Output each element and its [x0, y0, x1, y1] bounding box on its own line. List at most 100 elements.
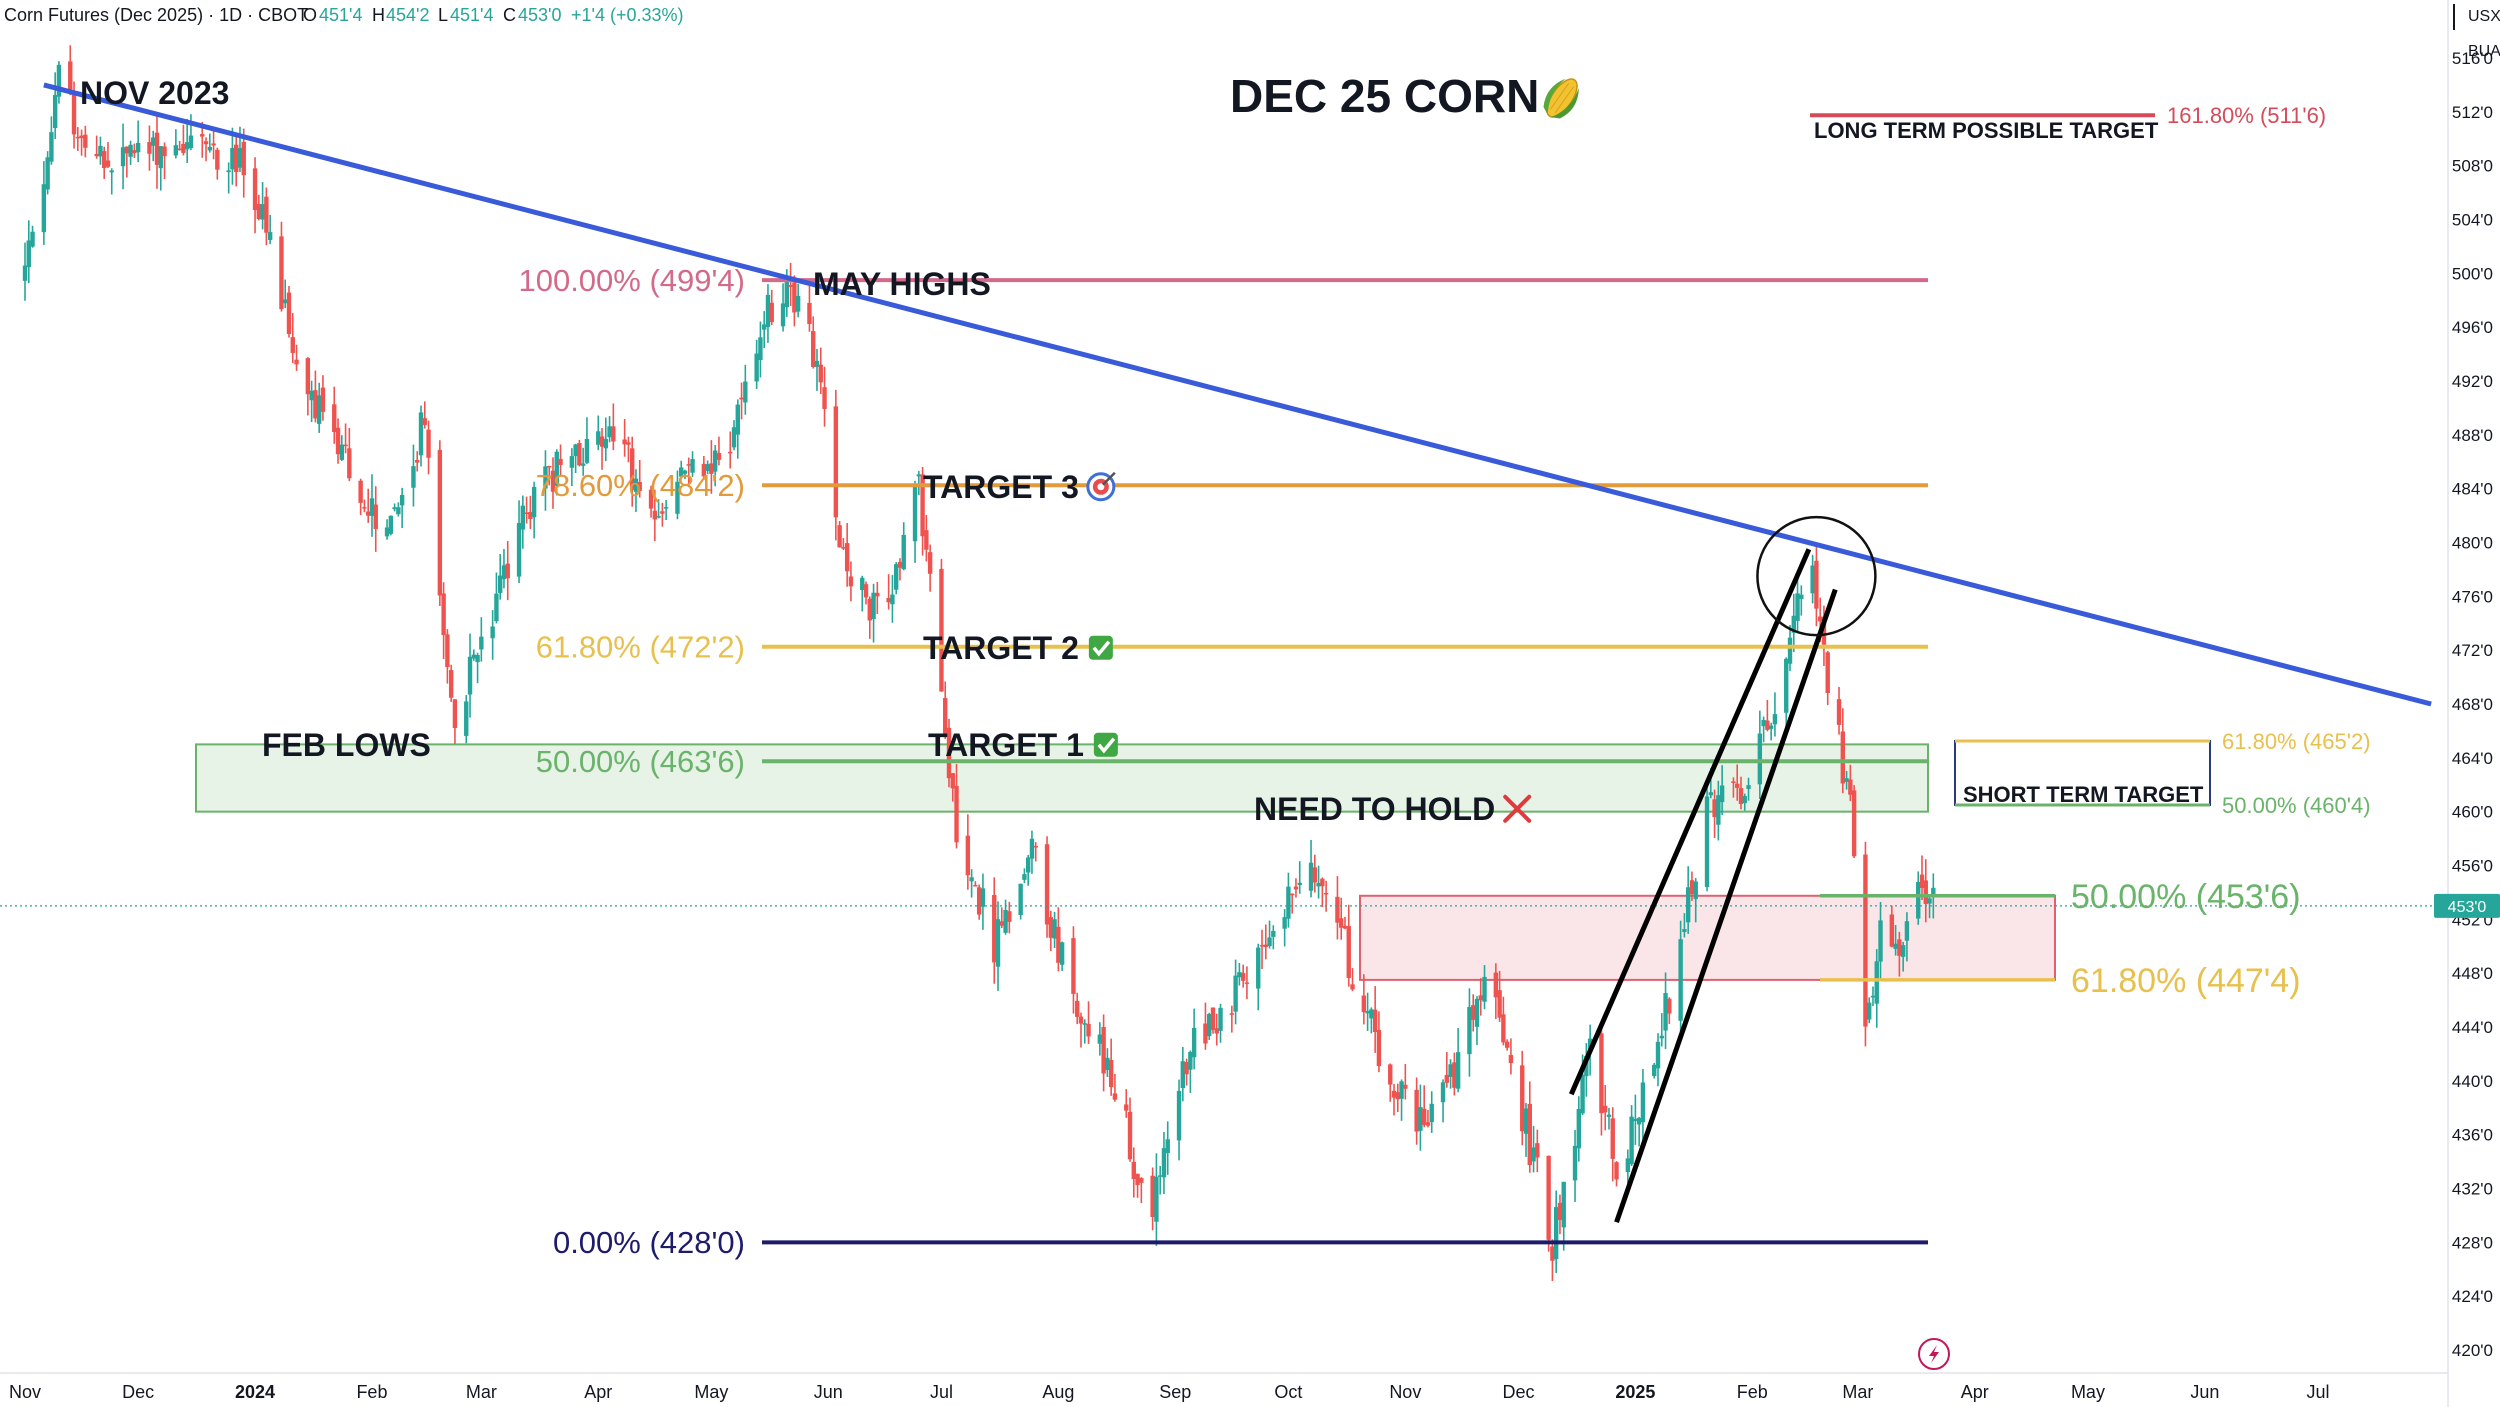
candle-body [256, 203, 262, 220]
candle-body [1025, 857, 1031, 873]
price-axis[interactable]: 516'0 512'0 508'0 504'0 500'0 496'0 492'0 488'0… [2452, 49, 2493, 1360]
candle-body [475, 654, 480, 663]
candle-body [1814, 560, 1819, 609]
candle-body [1889, 914, 1895, 947]
price-tick-label: 436'0 [2452, 1126, 2493, 1145]
candle-body [1735, 783, 1740, 788]
candle-body [946, 727, 952, 779]
candle-body [1799, 594, 1804, 600]
candle-body [1791, 615, 1796, 633]
candle-body [969, 877, 974, 882]
time-tick-label: Sep [1159, 1382, 1191, 1402]
candle-body [365, 511, 371, 516]
candle-body [818, 364, 823, 383]
candle-body [531, 486, 537, 518]
candle-body [283, 299, 288, 304]
candle-body [1535, 1143, 1540, 1158]
candle-body [241, 141, 246, 176]
price-tick-label: 492'0 [2452, 372, 2493, 391]
candle-body [411, 466, 416, 488]
cross-icon [1503, 794, 1532, 823]
candle-body [1105, 1057, 1110, 1071]
candle-body [1293, 886, 1299, 890]
candle-body [373, 504, 378, 530]
candle-body [1346, 926, 1351, 978]
candle-body [1659, 1035, 1664, 1039]
candle-body [233, 144, 239, 173]
lightning-icon[interactable] [1918, 1338, 1950, 1370]
candle-body [226, 170, 231, 173]
candle-body [973, 885, 978, 887]
candle-body [1157, 1175, 1163, 1177]
candle-body [1124, 1104, 1129, 1111]
candle-body [743, 381, 748, 403]
candle-body [1263, 944, 1268, 947]
candle-body [309, 390, 314, 401]
candle-body [313, 390, 318, 419]
candle-body [396, 507, 401, 515]
candle-body [1256, 947, 1261, 989]
candle-body [294, 359, 299, 365]
candle-body [1561, 1181, 1566, 1228]
candle-body [954, 785, 959, 843]
candle-body [520, 505, 526, 530]
candle-body [1663, 993, 1668, 1031]
candle-body [497, 575, 503, 593]
price-tick-label: 440'0 [2452, 1072, 2493, 1091]
candle-body [1210, 1007, 1216, 1030]
candle-body [924, 530, 929, 550]
candle-body [893, 564, 899, 590]
annotation-label: MAY HIGHS [813, 266, 991, 302]
annotation-label: TARGET 2 [923, 630, 1079, 666]
candle-body [267, 232, 273, 240]
candle-body [1678, 939, 1683, 1021]
symbol-label: Corn Futures (Dec 2025) · 1D · CBOT [4, 5, 308, 25]
labels-layer: 100.00% (499'4) 78.60% (484'2) 61.80% (472… [80, 70, 2371, 1260]
candle-body [290, 337, 295, 354]
fib-label: 50.00% (463'6) [536, 744, 745, 779]
candle-body [1271, 930, 1276, 937]
highlight-circle [1756, 515, 1877, 637]
candle-body [1161, 1148, 1167, 1178]
candle-body [260, 204, 265, 220]
candle-body [1391, 1090, 1397, 1098]
time-tick-label: May [2071, 1382, 2105, 1402]
candle-body [1633, 1118, 1638, 1122]
candle-body [569, 456, 575, 468]
candle-body [1784, 658, 1789, 713]
price-tick-label: 480'0 [2452, 534, 2493, 553]
candle-body [1372, 1009, 1378, 1033]
candle-body [1007, 911, 1012, 922]
time-tick-label: Feb [356, 1382, 387, 1402]
candle-body [1233, 975, 1238, 1012]
candle-body [943, 698, 948, 735]
candle-body [1836, 699, 1842, 725]
candle-body [1207, 1014, 1212, 1037]
candle-body [1131, 1161, 1136, 1180]
candle-body [452, 699, 458, 729]
price-tick-label: 444'0 [2452, 1018, 2493, 1037]
candle-body [550, 470, 556, 492]
candle-body [71, 91, 77, 135]
candle-body [1150, 1175, 1155, 1218]
candle-body [1191, 1027, 1197, 1058]
candle-body [633, 478, 639, 492]
candle-body [1897, 939, 1902, 956]
candle-body [728, 451, 733, 454]
candle-body [1493, 972, 1499, 998]
candle-body [1746, 785, 1751, 789]
candle-body [939, 568, 944, 692]
candle-body [1048, 917, 1054, 938]
candle-body [1267, 937, 1272, 947]
candle-body [1448, 1064, 1453, 1077]
candle-body [1557, 1202, 1563, 1220]
candle-body [1840, 731, 1846, 784]
candle-body [1810, 565, 1815, 594]
support-zone [1359, 894, 2056, 981]
candle-body [1904, 921, 1910, 941]
close-value: 453'0 [518, 5, 561, 25]
time-axis[interactable]: Nov Dec 2024 Feb Mar Apr May Jun Jul Aug Sep Oct Nov… [0, 1372, 2448, 1402]
check-icon [1088, 635, 1113, 660]
candle-body [26, 240, 31, 268]
